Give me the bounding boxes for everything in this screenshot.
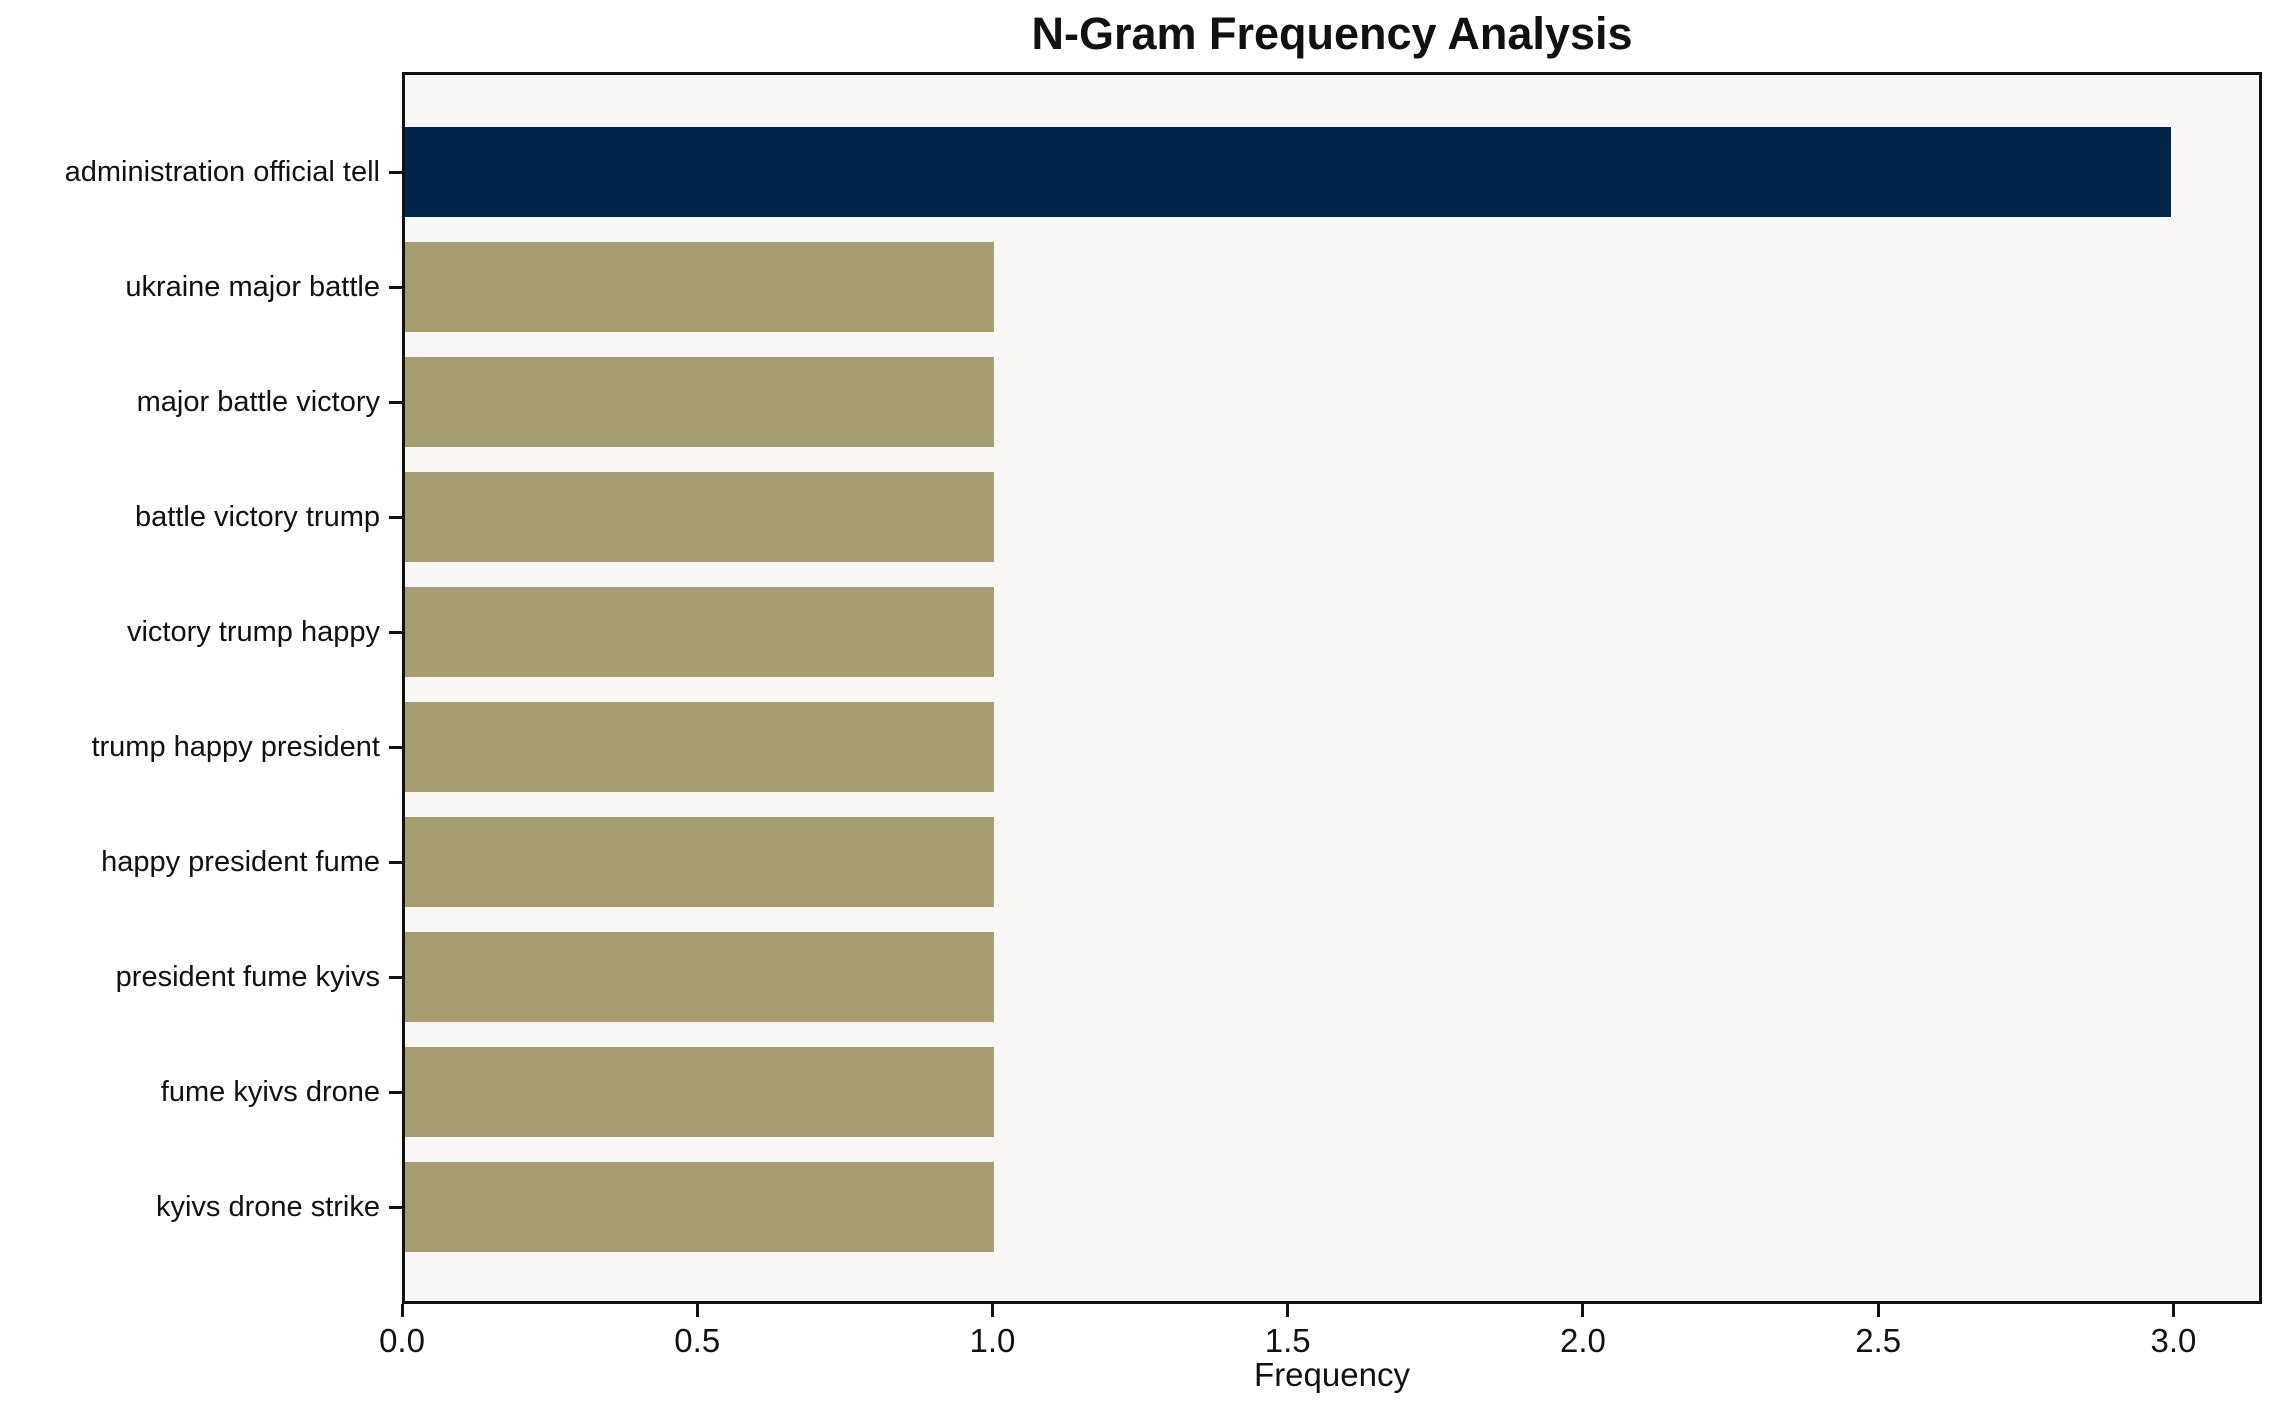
y-tick-mark — [389, 400, 402, 404]
x-tick-label: 2.5 — [1855, 1322, 1902, 1359]
bar-ukraine-major-battle — [405, 242, 994, 332]
y-tick-mark — [389, 1090, 402, 1094]
x-tick-label: 2.0 — [1560, 1322, 1606, 1359]
y-tick-mark — [389, 860, 402, 864]
plot-area — [402, 72, 2262, 1304]
bar-major-battle-victory — [405, 357, 994, 447]
bar-trump-happy-president — [405, 702, 994, 792]
x-tick-mark — [1581, 1304, 1585, 1317]
y-tick-label: trump happy president — [91, 731, 380, 763]
x-tick-mark — [400, 1304, 404, 1317]
x-tick-label: 1.5 — [1264, 1322, 1311, 1359]
y-tick-label: administration official tell — [64, 156, 380, 188]
x-tick-mark — [990, 1304, 994, 1317]
x-tick-label: 0.0 — [379, 1322, 425, 1359]
y-tick-label: major battle victory — [136, 386, 380, 418]
y-tick-mark — [389, 975, 402, 979]
x-tick-label: 0.5 — [674, 1322, 721, 1359]
y-tick-mark — [389, 745, 402, 749]
y-tick-label: kyivs drone strike — [155, 1191, 380, 1223]
y-tick-mark — [389, 630, 402, 634]
y-tick-label: ukraine major battle — [125, 271, 380, 303]
x-tick-mark — [2171, 1304, 2175, 1317]
y-tick-label: battle victory trump — [135, 501, 380, 533]
bar-battle-victory-trump — [405, 472, 994, 562]
y-tick-mark — [389, 285, 402, 289]
bar-happy-president-fume — [405, 817, 994, 907]
bar-president-fume-kyivs — [405, 932, 994, 1022]
bar-victory-trump-happy — [405, 587, 994, 677]
bars-container — [405, 75, 2259, 1301]
y-tick-label: fume kyivs drone — [160, 1076, 380, 1108]
y-tick-label: happy president fume — [101, 846, 380, 878]
bar-fume-kyivs-drone — [405, 1047, 994, 1137]
x-tick-label: 1.0 — [969, 1322, 1016, 1359]
y-tick-label: president fume kyivs — [115, 961, 380, 993]
x-tick-label: 3.0 — [2150, 1322, 2197, 1359]
y-tick-label: victory trump happy — [126, 616, 380, 648]
x-tick-mark — [695, 1304, 699, 1317]
y-tick-mark — [389, 1205, 402, 1209]
bar-administration-official-tell — [405, 127, 2171, 217]
chart-title: N-Gram Frequency Analysis — [1031, 8, 1633, 59]
x-tick-mark — [1286, 1304, 1290, 1317]
y-tick-mark — [389, 170, 402, 174]
y-tick-mark — [389, 515, 402, 519]
bar-kyivs-drone-strike — [405, 1162, 994, 1252]
y-axis-labels: administration official tell ukraine majo… — [0, 72, 380, 1304]
x-tick-mark — [1876, 1304, 1880, 1317]
x-axis-title: Frequency — [1254, 1356, 1410, 1393]
